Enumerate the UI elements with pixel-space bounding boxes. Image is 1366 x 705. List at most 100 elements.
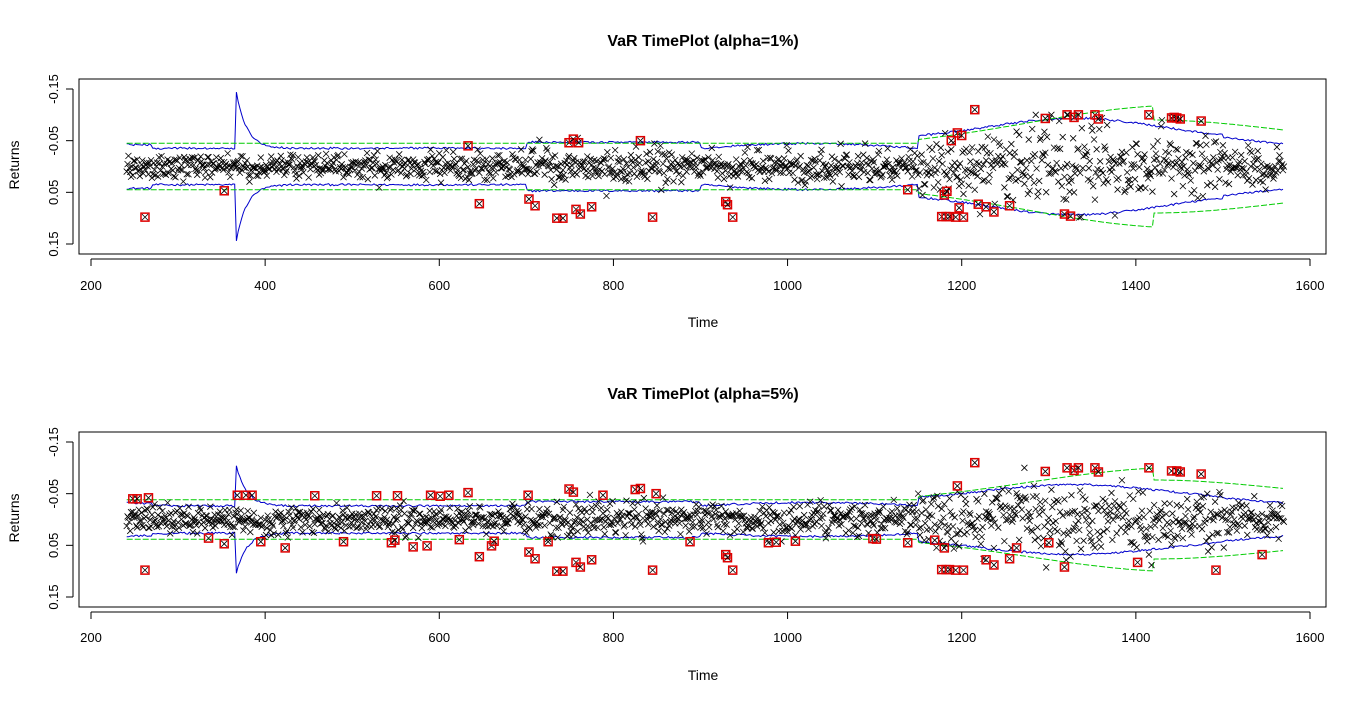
return-point <box>1069 508 1076 515</box>
return-point <box>822 534 830 542</box>
return-point <box>588 161 595 169</box>
return-point <box>1009 515 1017 523</box>
return-point <box>981 513 989 521</box>
return-point <box>982 508 990 515</box>
return-point <box>1110 502 1118 509</box>
return-point <box>201 524 209 532</box>
return-point <box>1129 165 1137 172</box>
exceedance-point <box>1040 113 1051 124</box>
return-point <box>395 151 403 158</box>
return-point <box>834 506 842 514</box>
return-point <box>1061 173 1068 181</box>
return-point <box>481 176 488 184</box>
return-point <box>494 152 501 159</box>
return-point <box>396 502 404 509</box>
return-point <box>1170 190 1178 198</box>
return-point <box>397 169 405 177</box>
return-point <box>696 170 703 178</box>
exceedance-point <box>727 212 738 222</box>
return-point <box>134 512 142 519</box>
return-point <box>767 155 775 162</box>
return-point <box>725 160 732 168</box>
return-point <box>416 510 424 518</box>
return-point <box>429 162 437 169</box>
return-point <box>390 513 398 521</box>
return-point <box>1209 531 1216 539</box>
return-point <box>579 158 587 166</box>
return-point <box>1210 154 1217 161</box>
return-point <box>124 160 131 168</box>
return-point <box>920 158 927 166</box>
return-point <box>912 167 919 174</box>
return-point <box>859 510 866 517</box>
return-point <box>644 520 652 528</box>
return-point <box>1060 195 1067 203</box>
return-point <box>1078 124 1086 132</box>
return-point <box>182 520 190 527</box>
return-point <box>931 521 939 528</box>
return-point <box>485 517 493 525</box>
return-point <box>1163 162 1171 169</box>
return-point <box>1162 148 1169 156</box>
return-point <box>866 512 873 519</box>
return-point <box>574 527 582 535</box>
return-point <box>1015 536 1023 544</box>
reference-lower-line <box>126 189 1284 228</box>
return-point <box>583 508 590 516</box>
return-point <box>270 530 278 537</box>
return-point <box>782 162 790 169</box>
return-point <box>470 156 478 164</box>
return-point <box>1001 537 1008 545</box>
return-point <box>932 528 939 535</box>
return-point <box>799 176 806 184</box>
return-point <box>153 159 161 166</box>
return-point <box>598 167 606 175</box>
return-point <box>975 513 983 520</box>
return-point <box>568 522 575 530</box>
return-point <box>389 520 397 528</box>
return-point <box>1059 133 1067 141</box>
return-point <box>664 175 671 183</box>
return-point <box>429 152 436 160</box>
return-point <box>193 530 201 537</box>
return-point <box>398 523 406 531</box>
return-point <box>526 167 534 175</box>
return-point <box>1080 537 1087 544</box>
return-point <box>1047 170 1054 177</box>
return-point <box>427 146 434 153</box>
return-point <box>1203 537 1210 545</box>
return-point <box>807 156 815 164</box>
return-point <box>333 156 340 164</box>
return-point <box>228 531 236 539</box>
return-point <box>898 155 905 162</box>
return-point <box>354 517 361 524</box>
return-point <box>223 518 231 526</box>
return-point <box>1214 511 1221 518</box>
return-point <box>169 167 177 174</box>
return-point <box>1122 528 1129 536</box>
x-axis: 200 400 600 800 1000 1200 1400 1600 <box>80 258 1324 293</box>
return-point <box>441 169 448 177</box>
return-point <box>757 521 764 528</box>
return-point <box>947 146 955 153</box>
x-tick-label: 200 <box>80 278 102 293</box>
return-point <box>212 165 219 172</box>
return-point <box>466 170 474 177</box>
return-point <box>1211 183 1219 191</box>
return-point <box>601 530 609 538</box>
x-axis-label: Time <box>688 667 719 683</box>
return-point <box>697 172 704 179</box>
return-point <box>1036 498 1044 506</box>
return-point <box>1124 521 1132 529</box>
return-point <box>711 502 718 510</box>
return-point <box>483 156 490 163</box>
exceedance-point <box>727 565 738 575</box>
return-point <box>1172 145 1180 153</box>
return-point <box>1069 162 1076 169</box>
return-point <box>548 175 555 183</box>
return-point <box>570 531 577 539</box>
exceedance-point <box>425 490 436 500</box>
return-point <box>1217 508 1225 516</box>
return-point <box>624 510 632 517</box>
return-point <box>491 161 499 168</box>
